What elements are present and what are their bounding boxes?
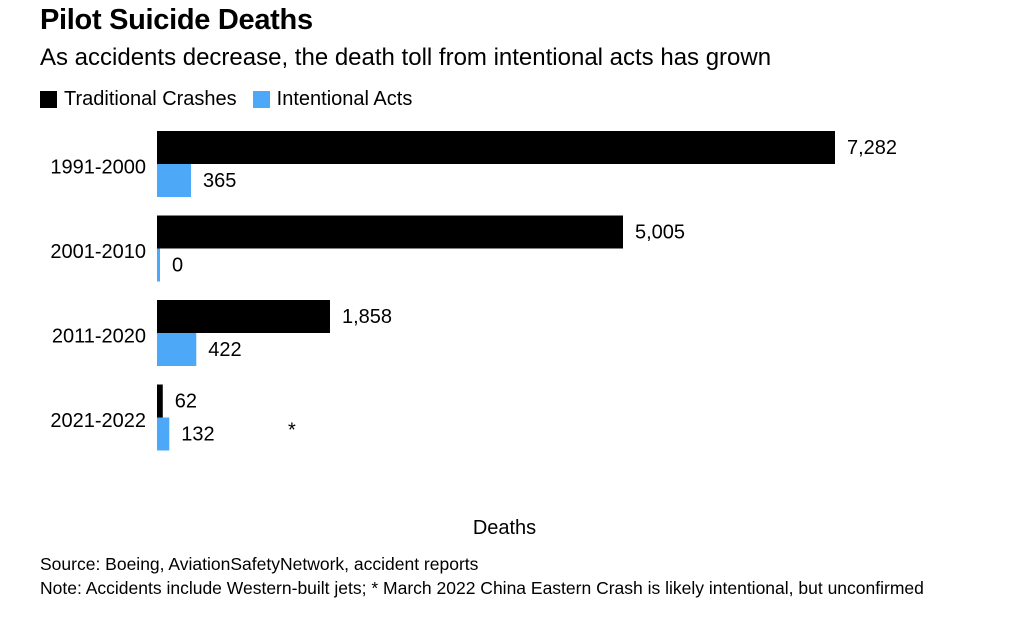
bar-chart: 1991-2000 7,282 365 2001-2010 5,005 0 2011-202… bbox=[50, 131, 897, 451]
data-label: 0 bbox=[172, 254, 183, 276]
chart-title: Pilot Suicide Deaths bbox=[40, 4, 313, 36]
bar-intentional-acts bbox=[157, 417, 170, 451]
data-label: 7,282 bbox=[847, 137, 897, 159]
category-label: 2021-2022 bbox=[50, 410, 146, 432]
data-label: 1,858 bbox=[342, 306, 392, 328]
data-label: 62 bbox=[175, 390, 197, 412]
annotation-asterisk: * bbox=[288, 419, 296, 441]
data-label: 5,005 bbox=[635, 221, 685, 243]
bar-intentional-acts bbox=[157, 333, 197, 366]
chart-subtitle: As accidents decrease, the death toll fr… bbox=[40, 44, 772, 71]
data-label: 422 bbox=[208, 339, 241, 361]
legend: Traditional Crashes Intentional Acts bbox=[40, 88, 412, 111]
x-axis-label: Deaths bbox=[472, 517, 537, 539]
category-label: 1991-2000 bbox=[50, 156, 146, 178]
source-note: Source: Boeing, AviationSafetyNetwork, a… bbox=[40, 554, 479, 574]
legend-swatch-intentional-acts bbox=[252, 91, 270, 108]
bar-traditional-crashes bbox=[157, 131, 835, 164]
data-label: 365 bbox=[203, 170, 236, 192]
legend-item-intentional-acts: Intentional Acts bbox=[252, 88, 413, 111]
bar-intentional-acts bbox=[157, 164, 191, 197]
category-label: 2001-2010 bbox=[50, 241, 146, 263]
legend-item-traditional-crashes: Traditional Crashes bbox=[40, 88, 237, 111]
data-label: 132 bbox=[181, 423, 214, 445]
bar-intentional-acts bbox=[157, 248, 160, 282]
bar-traditional-crashes bbox=[157, 215, 623, 249]
legend-swatch-traditional-crashes bbox=[40, 91, 57, 108]
footnote: Note: Accidents include Western-built je… bbox=[40, 578, 924, 598]
category-label: 2011-2020 bbox=[52, 325, 146, 347]
legend-label-intentional-acts: Intentional Acts bbox=[276, 88, 413, 110]
legend-label-traditional-crashes: Traditional Crashes bbox=[64, 88, 237, 110]
bar-traditional-crashes bbox=[157, 300, 330, 333]
bar-traditional-crashes bbox=[157, 384, 163, 418]
